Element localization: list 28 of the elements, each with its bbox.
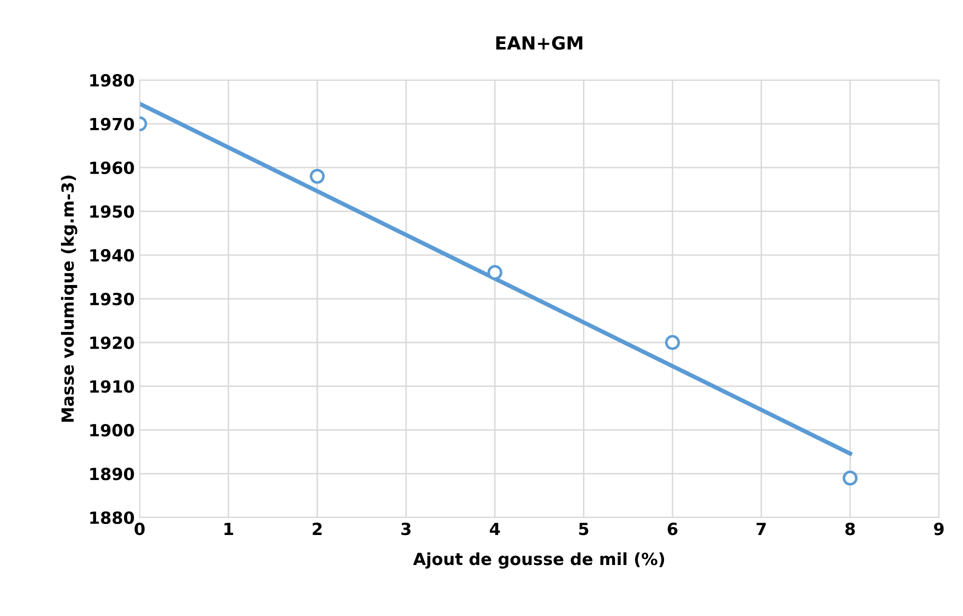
y-tick-label: 1880 (90, 511, 134, 524)
x-tick-label: 6 (668, 522, 678, 536)
point (310, 168, 325, 184)
point (487, 265, 502, 280)
x-tick-label: 7 (756, 522, 766, 535)
y-tick-label: 1890 (90, 468, 134, 480)
y-tick-label: 1960 (90, 162, 134, 174)
y-axis-title: Masse volumique (kg.m-3) (61, 176, 78, 422)
y-tick-label: 1940 (90, 248, 134, 262)
y-tick-label: 1910 (90, 380, 134, 393)
x-tick-label: 5 (579, 522, 588, 536)
y-tick-label: 1900 (90, 424, 134, 437)
x-tick-label: 2 (312, 522, 322, 535)
x-tick-label: 4 (490, 522, 500, 535)
x-tick-label: 3 (401, 522, 411, 536)
x-axis-title: Ajout de gousse de mil (%) (413, 552, 664, 569)
y-tick-label: 1950 (90, 205, 134, 218)
point (842, 470, 858, 486)
x-tick-label: 9 (934, 522, 944, 536)
point (665, 335, 680, 350)
y-tick-label: 1930 (90, 292, 134, 306)
y-tick-label: 1920 (90, 336, 134, 350)
x-tick-label: 8 (845, 522, 855, 536)
y-tick-label: 1970 (90, 118, 134, 130)
y-tick-label: 1980 (90, 74, 134, 87)
x-tick-label: 1 (224, 522, 234, 535)
x-tick-label: 0 (134, 522, 145, 536)
chart-title: EAN+GM (496, 36, 582, 50)
